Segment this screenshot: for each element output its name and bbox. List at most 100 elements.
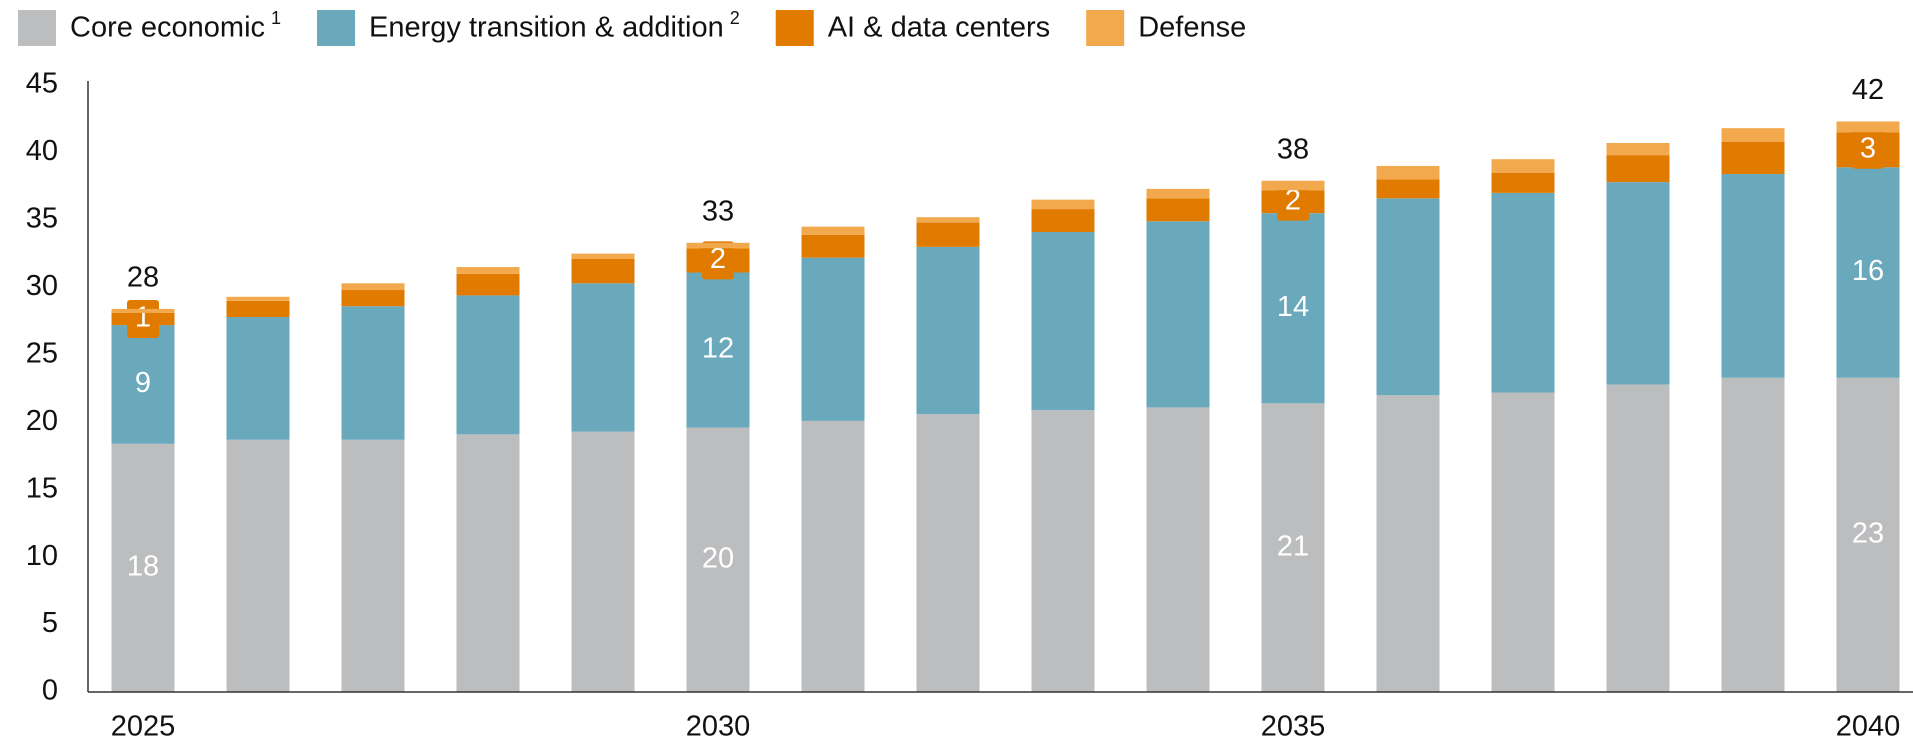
bar-segment bbox=[226, 439, 290, 692]
bar-segment bbox=[1606, 143, 1670, 156]
legend-label: Energy transition & addition bbox=[369, 12, 724, 44]
bar-segment bbox=[456, 434, 520, 692]
bar-segment bbox=[686, 427, 750, 692]
bar-segment bbox=[1721, 174, 1785, 378]
bar-segment bbox=[111, 443, 175, 692]
bar-segment bbox=[1376, 198, 1440, 396]
bar-segment bbox=[1376, 165, 1440, 180]
data-label: 1 bbox=[135, 302, 151, 334]
bar-segment bbox=[1146, 407, 1210, 692]
legend-swatch bbox=[775, 10, 814, 46]
label-box bbox=[1852, 130, 1884, 169]
bar-segment bbox=[1031, 410, 1095, 692]
bar-segment bbox=[801, 257, 865, 421]
total-label: 28 bbox=[127, 262, 159, 294]
total-label: 38 bbox=[1277, 133, 1309, 165]
y-tick-label: 30 bbox=[26, 270, 58, 302]
y-tick-label: 45 bbox=[26, 68, 58, 100]
bar-segment bbox=[341, 283, 405, 291]
bar-segment bbox=[456, 267, 520, 274]
data-label: 23 bbox=[1852, 518, 1884, 550]
bar-segment bbox=[111, 325, 175, 444]
bar-segment bbox=[686, 272, 750, 428]
data-label: 3 bbox=[1860, 132, 1876, 164]
bar-segment bbox=[1031, 209, 1095, 233]
total-label: 33 bbox=[702, 195, 734, 227]
bar-segment bbox=[1836, 377, 1900, 692]
bar-segment bbox=[916, 246, 980, 415]
x-tick-label: 2040 bbox=[1836, 711, 1901, 743]
legend-label: AI & data centers bbox=[828, 12, 1050, 44]
bar-segment bbox=[1376, 395, 1440, 692]
bar-segment bbox=[1721, 141, 1785, 175]
y-tick-label: 40 bbox=[26, 135, 58, 167]
bar-segment bbox=[1491, 392, 1555, 692]
total-label: 42 bbox=[1852, 74, 1884, 106]
bar-segment bbox=[226, 296, 290, 301]
data-label: 2 bbox=[1285, 184, 1301, 216]
data-label: 2 bbox=[710, 243, 726, 275]
x-tick-label: 2035 bbox=[1261, 711, 1326, 743]
bar-segment bbox=[571, 431, 635, 692]
bar-segment bbox=[341, 439, 405, 692]
bar-segment bbox=[111, 308, 175, 313]
y-tick-label: 20 bbox=[26, 405, 58, 437]
bar-segment bbox=[1261, 213, 1325, 404]
legend-footnote: 1 bbox=[271, 8, 281, 28]
bar-segment bbox=[456, 273, 520, 296]
bar-segment bbox=[686, 242, 750, 249]
data-label: 21 bbox=[1277, 530, 1309, 562]
legend-swatch bbox=[317, 10, 356, 46]
bar-segment bbox=[1721, 128, 1785, 142]
bar-segment bbox=[1836, 167, 1900, 378]
bar-segment bbox=[1491, 192, 1555, 393]
bar-segment bbox=[1491, 172, 1555, 193]
data-label: 14 bbox=[1277, 291, 1309, 323]
data-label: 9 bbox=[135, 367, 151, 399]
label-box bbox=[1277, 182, 1309, 221]
bar-segment bbox=[1606, 182, 1670, 385]
bar-segment bbox=[1261, 180, 1325, 191]
bar-segment bbox=[226, 317, 290, 440]
y-tick-label: 0 bbox=[42, 675, 58, 707]
bar-segment bbox=[1261, 403, 1325, 692]
bar-segment bbox=[916, 222, 980, 247]
bar-segment bbox=[1721, 377, 1785, 692]
bar-segment bbox=[1146, 198, 1210, 222]
bar-segment bbox=[571, 259, 635, 284]
legend-footnote: 2 bbox=[730, 8, 740, 28]
bar-segment bbox=[1376, 179, 1440, 199]
bar-segment bbox=[1031, 232, 1095, 411]
bar-segment bbox=[341, 306, 405, 440]
legend-label: Defense bbox=[1138, 12, 1246, 44]
label-box bbox=[702, 241, 734, 280]
bar-segment bbox=[571, 283, 635, 432]
y-tick-label: 5 bbox=[42, 607, 58, 639]
x-tick-label: 2025 bbox=[111, 711, 176, 743]
bar-segment bbox=[226, 300, 290, 318]
data-label: 16 bbox=[1852, 255, 1884, 287]
bar-segment bbox=[916, 414, 980, 692]
bar-segment bbox=[1836, 121, 1900, 133]
data-label: 18 bbox=[127, 551, 159, 583]
bar-segment bbox=[1146, 221, 1210, 408]
bar-segment bbox=[341, 290, 405, 307]
legend-swatch bbox=[1086, 10, 1125, 46]
bar-segment bbox=[571, 253, 635, 260]
legend-label: Core economic bbox=[70, 12, 265, 44]
bar-segment bbox=[1606, 155, 1670, 183]
y-tick-label: 35 bbox=[26, 203, 58, 235]
data-label: 20 bbox=[702, 542, 734, 574]
y-tick-label: 10 bbox=[26, 540, 58, 572]
bar-segment bbox=[916, 217, 980, 223]
bar-segment bbox=[1146, 188, 1210, 199]
x-tick-label: 2030 bbox=[686, 711, 751, 743]
data-label: 12 bbox=[702, 333, 734, 365]
legend-swatch bbox=[18, 10, 56, 46]
bar-segment bbox=[801, 420, 865, 692]
y-tick-label: 15 bbox=[26, 472, 58, 504]
y-tick-label: 25 bbox=[26, 337, 58, 369]
bar-segment bbox=[801, 226, 865, 235]
bar-segment bbox=[456, 295, 520, 435]
